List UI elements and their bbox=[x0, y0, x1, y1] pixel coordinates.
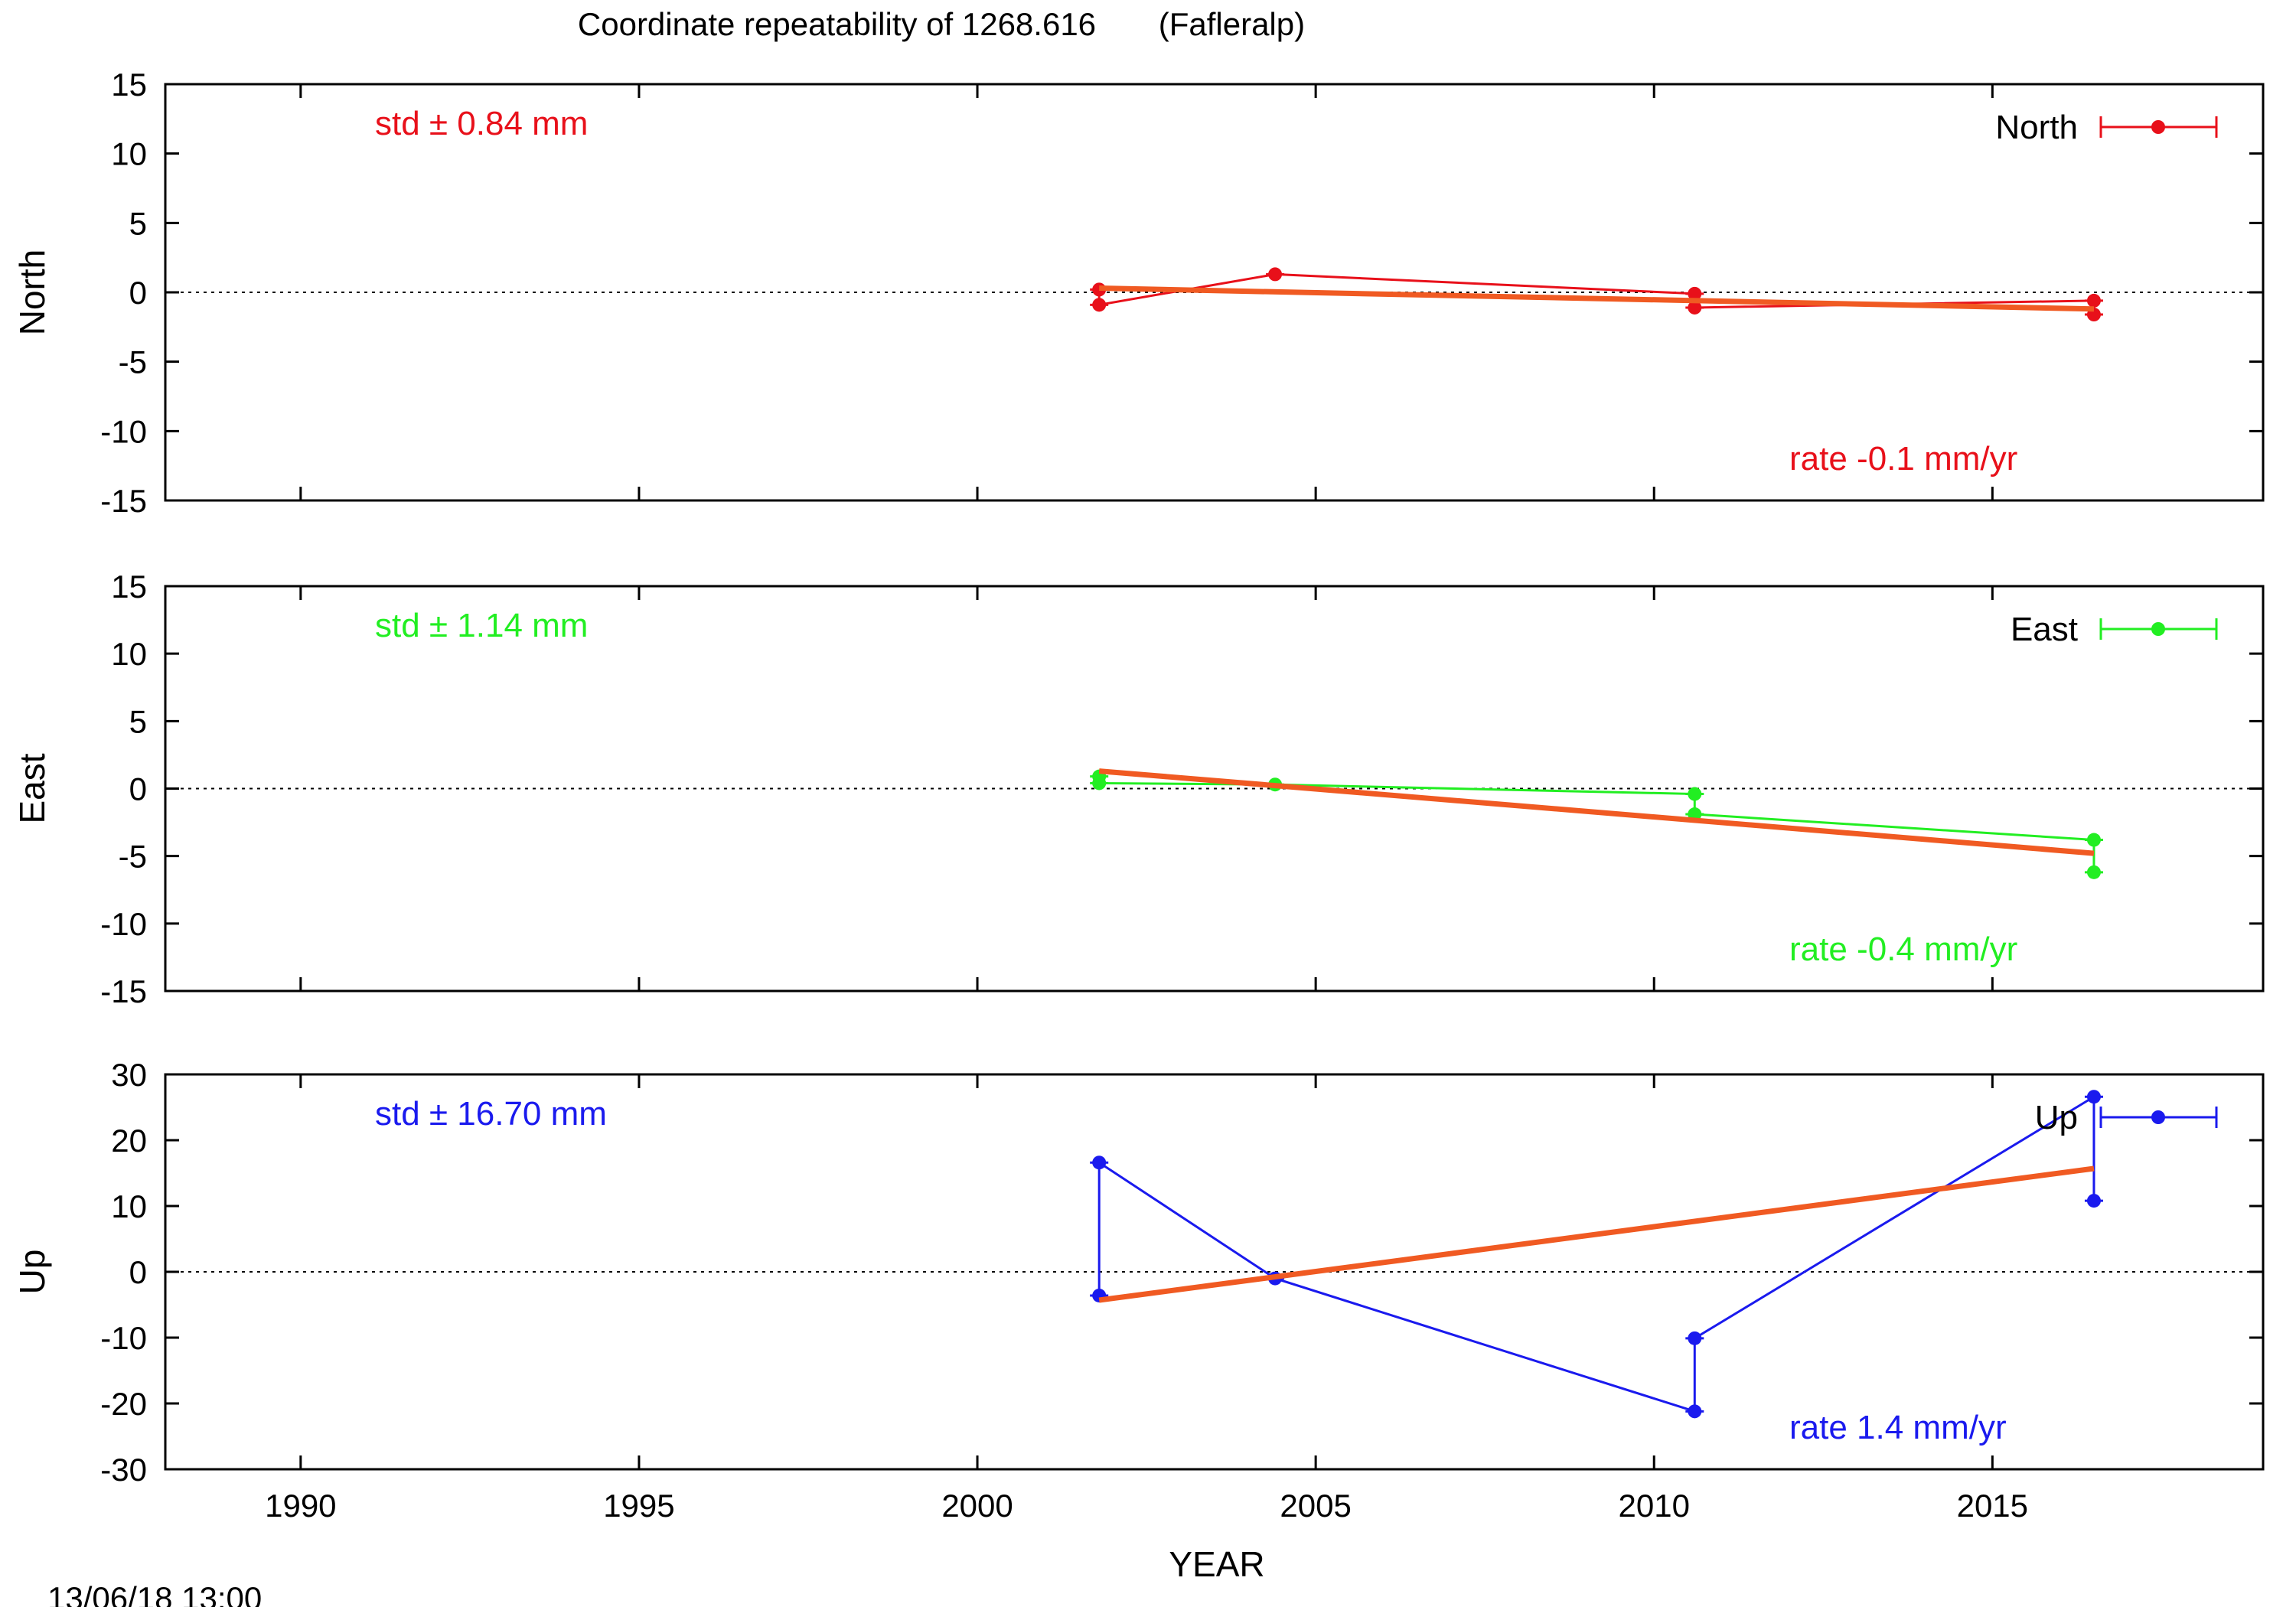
data-point bbox=[1268, 267, 1283, 282]
y-tick-label: -5 bbox=[119, 839, 147, 875]
legend-label: Up bbox=[2035, 1099, 2078, 1136]
y-axis-title: East bbox=[12, 753, 52, 823]
x-tick-label: 2005 bbox=[1280, 1488, 1351, 1524]
y-tick-label: 30 bbox=[111, 1057, 147, 1093]
chart-panels: -15 -10 -5 0 5 10 15 North std ± 0.84 mm rate -0.… bbox=[12, 67, 2265, 1524]
legend-label: North bbox=[1995, 109, 2078, 146]
trend-line bbox=[1098, 768, 2095, 856]
trend-line bbox=[1099, 285, 2095, 312]
series-line bbox=[1097, 776, 2095, 872]
y-tick-label: 10 bbox=[111, 636, 147, 672]
rate-annotation: rate 1.4 mm/yr bbox=[1789, 1409, 2007, 1446]
timestamp: 13/06/18 13:00 bbox=[47, 1580, 262, 1607]
data-point bbox=[2086, 293, 2101, 308]
y-tick-label: 15 bbox=[111, 569, 147, 605]
data-point bbox=[1688, 1404, 1702, 1419]
y-tick-label: -10 bbox=[100, 1320, 147, 1356]
y-tick-label: 0 bbox=[129, 771, 147, 807]
x-tick-label: 2010 bbox=[1619, 1488, 1690, 1524]
data-point bbox=[2086, 1194, 2101, 1208]
legend-marker bbox=[2151, 1110, 2165, 1124]
trend-line bbox=[1098, 1165, 2095, 1303]
y-axis-title: North bbox=[12, 249, 52, 335]
data-point bbox=[1092, 298, 1107, 312]
y-tick-label: -15 bbox=[100, 973, 147, 1009]
legend-marker bbox=[2151, 120, 2165, 134]
y-tick-label: 15 bbox=[111, 67, 147, 103]
data-point bbox=[2086, 865, 2101, 879]
y-tick-label: 20 bbox=[111, 1123, 147, 1159]
chart-panel-up: -30 -20 -10 0 10 20 30 1990 1995 2000 2005 2010 2015… bbox=[12, 1057, 2265, 1524]
y-tick-label: -20 bbox=[100, 1386, 147, 1422]
figure-title: Coordinate repeatability of 1268.616 (Fa… bbox=[578, 6, 1305, 42]
y-tick-label: -10 bbox=[100, 906, 147, 942]
y-tick-label: -15 bbox=[100, 483, 147, 519]
y-axis-title: Up bbox=[12, 1250, 52, 1295]
chart-panel-east: -15 -10 -5 0 5 10 15 East std ± 1.14 mm rate -0.4… bbox=[12, 569, 2265, 1009]
data-point bbox=[1092, 776, 1107, 790]
rate-annotation: rate -0.1 mm/yr bbox=[1789, 440, 2017, 478]
x-tick-label: 2015 bbox=[1957, 1488, 2028, 1524]
y-tick-label: 5 bbox=[129, 703, 147, 739]
y-tick-label: 10 bbox=[111, 136, 147, 172]
std-annotation: std ± 1.14 mm bbox=[375, 607, 588, 644]
y-tick-label: 10 bbox=[111, 1188, 147, 1224]
series-line bbox=[1097, 1094, 2095, 1413]
std-annotation: std ± 16.70 mm bbox=[375, 1095, 607, 1133]
data-point bbox=[1688, 787, 1702, 801]
y-tick-label: -10 bbox=[100, 413, 147, 449]
x-axis-title: YEAR bbox=[1169, 1544, 1264, 1584]
chart-panel-north: -15 -10 -5 0 5 10 15 North std ± 0.84 mm rate -0.… bbox=[12, 67, 2265, 519]
data-point bbox=[2086, 833, 2101, 847]
legend-marker bbox=[2151, 622, 2165, 636]
data-point bbox=[1688, 1331, 1702, 1345]
data-point bbox=[1092, 1156, 1107, 1170]
data-point bbox=[2086, 1090, 2101, 1104]
x-tick-label: 1995 bbox=[603, 1488, 674, 1524]
y-tick-label: -30 bbox=[100, 1452, 147, 1488]
legend-label: East bbox=[2011, 611, 2078, 648]
data-point bbox=[1688, 286, 1702, 301]
data-point bbox=[1688, 300, 1702, 315]
y-tick-label: 0 bbox=[129, 1254, 147, 1290]
rate-annotation: rate -0.4 mm/yr bbox=[1789, 931, 2017, 968]
x-tick-label: 1990 bbox=[265, 1488, 336, 1524]
x-tick-label: 2000 bbox=[941, 1488, 1013, 1524]
y-tick-label: -5 bbox=[119, 344, 147, 380]
y-tick-label: 5 bbox=[129, 205, 147, 241]
std-annotation: std ± 0.84 mm bbox=[375, 105, 588, 142]
y-tick-label: 0 bbox=[129, 275, 147, 311]
